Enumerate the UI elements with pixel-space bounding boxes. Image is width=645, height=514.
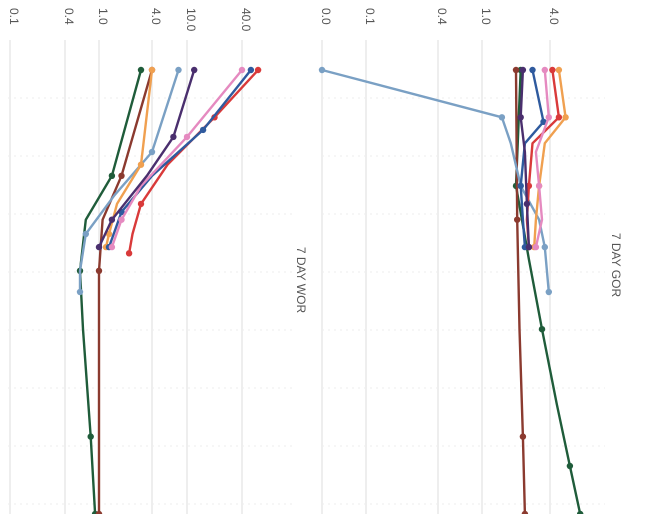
panel-7-day-gor: 0.0 0.1 0.4 1.0 4.0 7 DAY GOR <box>318 8 623 514</box>
data-point <box>535 182 543 190</box>
series-line <box>512 66 529 514</box>
data-point <box>545 114 552 121</box>
data-point <box>148 66 156 74</box>
data-point <box>247 66 255 74</box>
series-line <box>125 66 262 257</box>
series-path <box>97 69 154 514</box>
tick-label: 1.0 <box>479 8 493 25</box>
chart-title: 7 DAY GOR <box>609 233 623 298</box>
series-path <box>534 69 550 248</box>
data-point <box>148 148 156 156</box>
series-path <box>127 69 259 254</box>
data-point <box>540 118 547 126</box>
tick-label: 0.4 <box>62 8 76 25</box>
data-point <box>76 288 84 296</box>
series-path <box>519 69 531 248</box>
data-point <box>519 66 527 74</box>
data-point <box>549 66 556 74</box>
data-point <box>577 510 584 514</box>
data-point <box>175 66 182 74</box>
data-point <box>532 243 540 251</box>
series-line <box>95 66 156 514</box>
tick-label: 0.4 <box>435 8 449 25</box>
series-path <box>107 69 252 248</box>
data-point <box>118 172 125 179</box>
data-point <box>318 66 326 74</box>
data-point <box>541 66 548 74</box>
series-path <box>78 69 180 292</box>
data-point <box>137 66 145 74</box>
chart-title: 7 DAY WOR <box>294 247 308 314</box>
data-point <box>95 243 103 251</box>
series-line <box>102 66 156 251</box>
data-point <box>199 126 207 134</box>
tick-label: 4.0 <box>149 8 163 25</box>
series-line <box>76 66 182 296</box>
tick-label: 0.1 <box>363 8 377 25</box>
series-line <box>95 66 198 251</box>
series-path <box>533 69 567 248</box>
series-line <box>108 66 246 251</box>
data-point <box>191 66 198 74</box>
series-path <box>321 68 550 293</box>
data-point <box>517 114 524 121</box>
data-point <box>498 114 506 121</box>
tick-label: 10.0 <box>184 8 198 32</box>
data-point <box>183 133 191 141</box>
data-point <box>137 200 145 208</box>
data-point <box>108 243 116 251</box>
data-point <box>566 462 574 470</box>
series-line <box>532 66 552 251</box>
data-point <box>555 114 563 121</box>
series-path <box>97 69 196 248</box>
data-point <box>545 288 552 296</box>
data-point <box>118 216 125 223</box>
data-point <box>517 182 524 190</box>
series-path <box>110 69 243 248</box>
series-path <box>104 69 154 248</box>
tick-label: 1.0 <box>96 8 110 25</box>
data-point <box>238 66 246 74</box>
grid <box>321 40 605 514</box>
series-path <box>519 69 545 248</box>
data-point <box>254 66 262 74</box>
tick-label: 4.0 <box>547 8 561 25</box>
panel-7-day-wor: 0.1 0.4 1.0 4.0 10.0 40.0 7 DAY WOR <box>7 8 308 514</box>
series-line <box>517 66 533 251</box>
data-point <box>529 66 536 74</box>
tick-label: 0.1 <box>7 8 21 25</box>
tick-label: 40.0 <box>239 8 253 32</box>
series-line <box>517 66 547 251</box>
data-point <box>562 114 569 121</box>
data-point <box>523 200 531 208</box>
data-point <box>525 243 533 251</box>
data-point <box>538 326 546 333</box>
data-point <box>95 267 103 274</box>
data-point <box>519 433 527 440</box>
data-point <box>512 66 520 74</box>
data-point <box>105 230 113 238</box>
data-point <box>108 216 116 223</box>
tick-label: 0.0 <box>319 8 333 25</box>
data-point <box>108 172 116 179</box>
data-point <box>170 133 177 141</box>
grid <box>8 40 292 514</box>
data-point <box>541 243 548 251</box>
data-point <box>125 250 133 257</box>
series-line <box>105 66 255 251</box>
data-point <box>95 510 103 514</box>
data-point <box>514 216 521 223</box>
data-point <box>555 66 563 74</box>
data-point <box>87 433 94 440</box>
data-point <box>137 161 145 168</box>
data-point <box>82 230 90 238</box>
data-point <box>521 510 529 514</box>
